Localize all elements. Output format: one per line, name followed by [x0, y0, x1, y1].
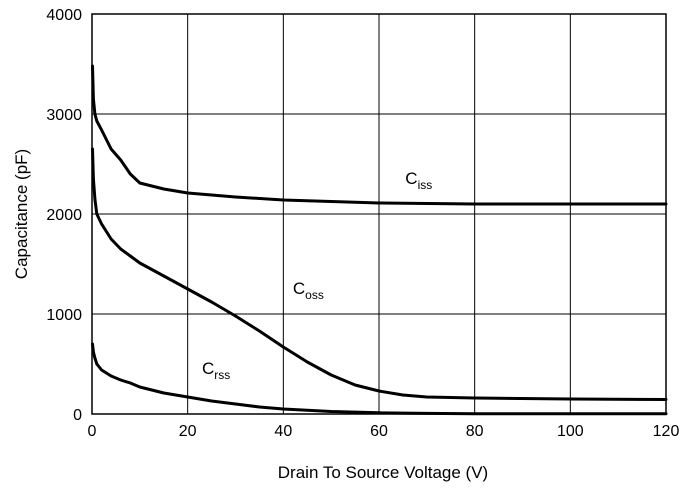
- x-axis-label: Drain To Source Voltage (V): [278, 463, 488, 482]
- x-tick-label: 40: [274, 423, 292, 440]
- series-label-crss: Crss: [202, 359, 230, 382]
- x-tick-label: 0: [88, 423, 97, 440]
- y-tick-label: 4000: [46, 7, 82, 24]
- x-tick-label: 100: [557, 423, 584, 440]
- series-line-crss: [91, 342, 668, 416]
- x-tick-label: 80: [466, 423, 484, 440]
- y-tick-label: 0: [73, 407, 82, 424]
- y-tick-label: 2000: [46, 207, 82, 224]
- series-labels: Ciss Coss Crss: [202, 169, 432, 382]
- grid: [91, 13, 667, 415]
- x-tick-label: 120: [653, 423, 680, 440]
- series-label-coss: Coss: [293, 279, 324, 302]
- y-axis-ticks: 0 1000 2000 3000 4000: [46, 7, 82, 424]
- y-tick-label: 1000: [46, 307, 82, 324]
- x-tick-label: 20: [179, 423, 197, 440]
- y-tick-label: 3000: [46, 107, 82, 124]
- series-lines: [91, 64, 668, 416]
- series-line-coss: [91, 147, 668, 401]
- series-line-ciss: [91, 64, 668, 206]
- plot-frame: [91, 13, 667, 415]
- y-axis-label: Capacitance (pF): [12, 149, 31, 279]
- x-tick-label: 60: [370, 423, 388, 440]
- series-label-ciss: Ciss: [405, 169, 432, 192]
- x-axis-ticks: 0 20 40 60 80 100 120: [88, 423, 680, 440]
